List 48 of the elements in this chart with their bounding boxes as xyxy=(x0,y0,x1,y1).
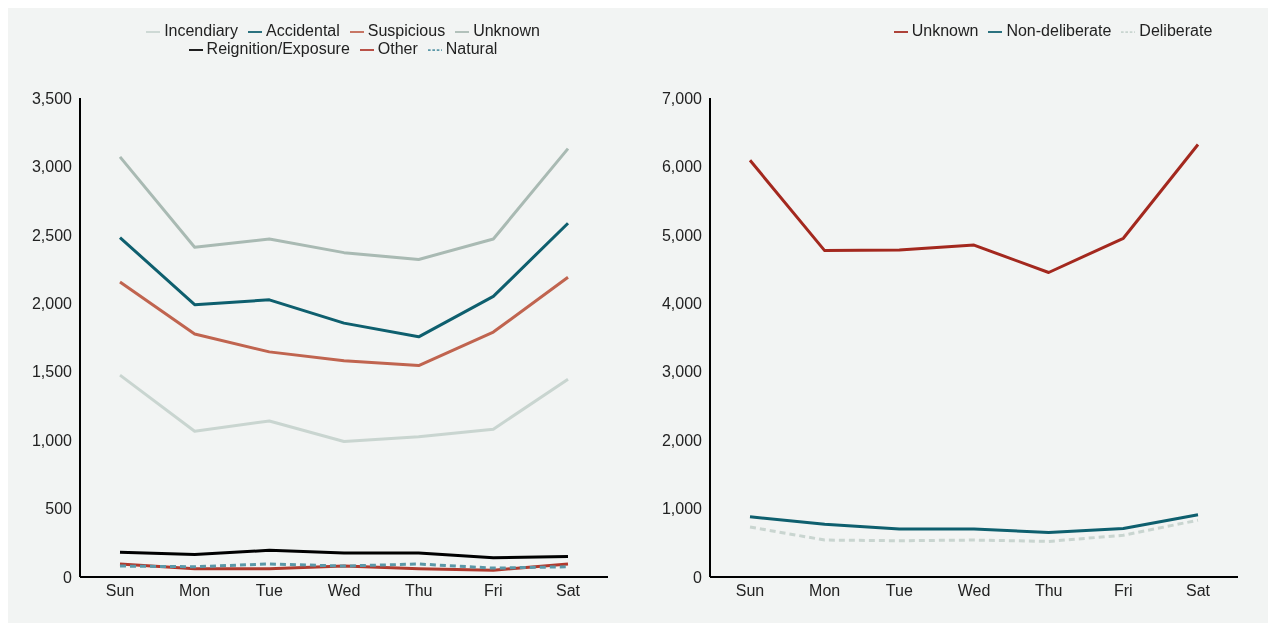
x-tick-label: Tue xyxy=(255,582,283,600)
y-tick-label: 0 xyxy=(693,568,703,586)
legend-label: Reignition/Exposure xyxy=(206,40,350,57)
legend-label: Unknown xyxy=(911,22,979,39)
x-tick-label: Sun xyxy=(105,582,135,600)
legend-label: Suspicious xyxy=(367,22,446,39)
x-tick-label: Fri xyxy=(1114,582,1133,600)
line-series xyxy=(118,147,570,261)
y-tick-label: 5,000 xyxy=(661,226,703,244)
y-tick-label: 3,000 xyxy=(661,363,703,381)
line-series xyxy=(118,373,570,444)
x-tick-label: Mon xyxy=(179,582,211,600)
x-tick-label: Tue xyxy=(885,582,913,600)
x-tick-label: Thu xyxy=(1034,582,1063,600)
legend-label: Non-deliberate xyxy=(1006,22,1112,39)
legend-label: Unknown xyxy=(473,22,540,39)
legend-label: Other xyxy=(377,40,418,57)
y-tick-label: 6,000 xyxy=(661,158,703,176)
y-tick-label: 2,000 xyxy=(661,431,703,449)
line-series xyxy=(118,275,570,368)
y-tick-label: 2,500 xyxy=(31,226,73,244)
y-tick-label: 1,000 xyxy=(31,431,73,449)
y-tick-label: 3,000 xyxy=(31,158,73,176)
y-tick-label: 0 xyxy=(63,568,73,586)
y-tick-label: 4,000 xyxy=(661,294,703,312)
x-tick-label: Thu xyxy=(404,582,433,600)
legend-label: Accidental xyxy=(265,22,340,39)
x-tick-label: Mon xyxy=(809,582,841,600)
y-tick-label: 1,000 xyxy=(661,500,703,518)
line-series xyxy=(118,221,570,339)
line-series xyxy=(118,548,570,560)
line-series xyxy=(748,143,1200,274)
legend-label: Incendiary xyxy=(164,22,238,39)
x-tick-label: Sun xyxy=(735,582,765,600)
x-tick-label: Sat xyxy=(1185,582,1211,600)
line-series xyxy=(748,513,1200,535)
y-tick-label: 2,000 xyxy=(31,294,73,312)
line-series xyxy=(748,518,1200,543)
legend-label: Natural xyxy=(445,40,498,57)
y-tick-label: 500 xyxy=(45,500,73,518)
y-tick-label: 1,500 xyxy=(31,363,73,381)
y-tick-label: 3,500 xyxy=(31,89,73,107)
x-tick-label: Wed xyxy=(957,582,991,600)
y-tick-label: 7,000 xyxy=(661,89,703,107)
x-tick-label: Sat xyxy=(555,582,581,600)
x-tick-label: Fri xyxy=(484,582,503,600)
x-tick-label: Wed xyxy=(327,582,361,600)
legend-label: Deliberate xyxy=(1139,22,1213,39)
